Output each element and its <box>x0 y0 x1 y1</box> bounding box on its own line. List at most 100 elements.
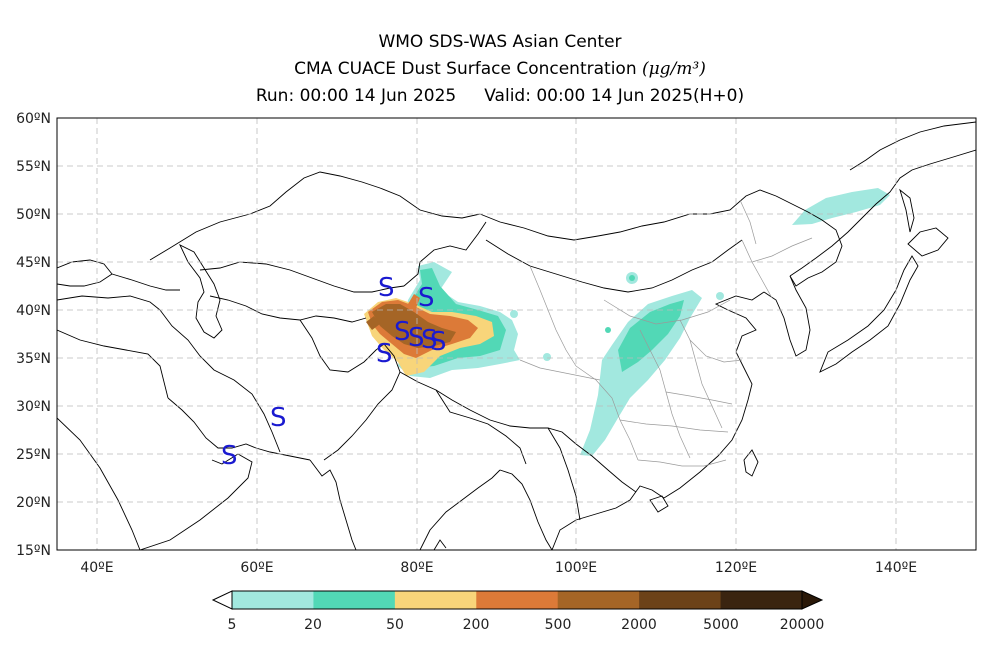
iran-afghanistan-border <box>159 309 281 453</box>
india-west-coast <box>309 459 357 550</box>
caspian-sea-outline <box>179 244 223 339</box>
colorbar-segment <box>476 591 559 609</box>
india-east-coast <box>419 469 501 550</box>
turkey-borders <box>57 295 161 311</box>
valid-time: Valid: 00:00 14 Jun 2025(H+0) <box>484 86 745 106</box>
dust-5-spot-2 <box>543 353 551 361</box>
lat-label: 15ºN <box>16 543 51 559</box>
colorbar-tick-label: 2000 <box>621 617 657 633</box>
province-north <box>679 319 743 363</box>
colorbar-tick-label: 20000 <box>780 617 825 633</box>
station-marker: S <box>421 325 438 355</box>
colorbar-tick-label: 200 <box>463 617 490 633</box>
lon-label: 60ºE <box>240 560 273 576</box>
colorbar-tick-label: 500 <box>545 617 572 633</box>
colorbar-tick-label: 50 <box>386 617 404 633</box>
province-sichuan <box>575 365 639 461</box>
persian-gulf-coast <box>167 397 311 461</box>
province-south <box>637 459 727 467</box>
dust-500-core <box>372 304 456 348</box>
colorbar-segment <box>639 591 722 609</box>
nepal-bangladesh-border <box>435 389 527 465</box>
bay-of-bengal-coast <box>499 469 553 550</box>
lat-label: 35ºN <box>16 351 51 367</box>
title-line3: Run: 00:00 14 Jun 2025 Valid: 00:00 14 Ju… <box>0 86 1000 106</box>
lat-label: 60ºN <box>16 111 51 127</box>
russia-pacific-coast <box>789 149 976 277</box>
lat-label: 40ºN <box>16 303 51 319</box>
central-asia-borders <box>209 295 367 323</box>
title-line2: CMA CUACE Dust Surface Concentration (μg… <box>0 59 1000 79</box>
map-content: S S S S S S S S S <box>57 118 976 550</box>
title-product: CMA CUACE Dust Surface Concentration <box>294 59 637 79</box>
lon-label: 140ºE <box>875 560 917 576</box>
colorbar-segment <box>313 591 396 609</box>
lat-label: 30ºN <box>16 399 51 415</box>
colorbar-segment <box>720 591 803 609</box>
station-marker: S <box>221 441 238 471</box>
lon-label: 120ºE <box>715 560 757 576</box>
dust-5-spot-3 <box>510 310 518 318</box>
lon-label: 100ºE <box>555 560 597 576</box>
kazakhstan-south-border <box>199 261 405 293</box>
dust-5-east-china <box>580 290 702 456</box>
province-northeast-2 <box>751 237 813 263</box>
station-marker: S <box>418 283 435 313</box>
station-marker: S <box>270 403 287 433</box>
colorbar-tick-label: 5000 <box>703 617 739 633</box>
hokkaido-outline <box>907 227 949 257</box>
latitude-labels: 60ºN 55ºN 50ºN 45ºN 40ºN 35ºN 30ºN 25ºN … <box>16 111 51 559</box>
dust-500-west <box>366 316 380 330</box>
station-markers: S S S S S S S S S <box>221 273 447 471</box>
colorbar-high-arrow <box>801 590 824 610</box>
china-west-border <box>403 221 487 287</box>
colorbar-segment <box>394 591 477 609</box>
indochina-coast <box>551 485 665 550</box>
colorbar: 5 20 50 200 500 2000 5000 20000 <box>211 590 825 633</box>
dust-5-northeast <box>792 188 890 225</box>
himalaya-border <box>399 371 577 445</box>
arabian-coast <box>57 417 141 550</box>
dust-5-spot-4 <box>716 292 724 300</box>
dust-20-spot-2 <box>605 327 611 333</box>
longitude-labels: 40ºE 60ºE 80ºE 100ºE 120ºE 140ºE <box>80 560 917 576</box>
map-frame <box>56 117 977 551</box>
gridlines <box>57 118 976 550</box>
pakistan-india-border <box>323 343 401 461</box>
province-central-2 <box>665 391 733 405</box>
dust-20-spot-1 <box>629 275 635 281</box>
indochina-borders <box>575 443 637 493</box>
station-marker: S <box>430 327 447 357</box>
dust-shading <box>364 188 890 456</box>
dust-20-china <box>618 300 684 372</box>
title-unit: (μg/m³) <box>642 59 706 79</box>
korea-coast <box>763 275 811 357</box>
lat-label: 45ºN <box>16 255 51 271</box>
station-marker: S <box>408 323 425 353</box>
province-northeast-1 <box>741 239 773 299</box>
province-central-4 <box>689 339 723 429</box>
okhotsk-coast <box>849 121 976 171</box>
colorbar-segment <box>557 591 640 609</box>
run-time: Run: 00:00 14 Jun 2025 <box>255 86 457 106</box>
colorbar-segments <box>232 591 803 609</box>
country-borders <box>57 121 976 550</box>
lat-label: 50ºN <box>16 207 51 223</box>
colorbar-outline <box>231 590 803 610</box>
station-marker: S <box>378 273 395 303</box>
lon-label: 40ºE <box>80 560 113 576</box>
middle-east-borders <box>57 329 169 399</box>
lat-label: 20ºN <box>16 495 51 511</box>
russia-kazakhstan-border <box>149 171 481 261</box>
caucasus-borders <box>111 273 180 291</box>
province-northeast-3 <box>739 199 757 245</box>
province-xinjiang-gansu <box>529 265 577 367</box>
japan-outline <box>819 255 919 373</box>
arabian-south-coast <box>139 453 253 550</box>
dust-200-north <box>408 294 420 308</box>
station-marker: S <box>376 339 393 369</box>
myanmar-border <box>547 427 581 521</box>
hainan-outline <box>649 495 669 513</box>
colorbar-ticks: 5 20 50 200 500 2000 5000 20000 <box>228 617 825 633</box>
